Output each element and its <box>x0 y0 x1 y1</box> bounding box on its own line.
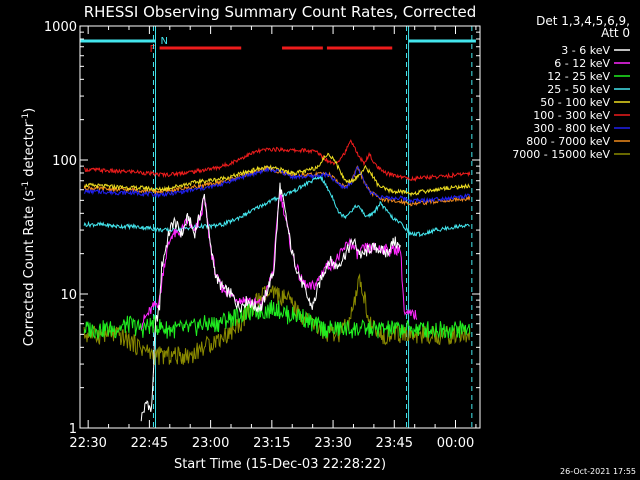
flare-flag-label: F <box>150 44 156 55</box>
y-tick-label: 1 <box>69 422 77 437</box>
series-line <box>84 166 471 204</box>
legend-header-line-1: Det 1,3,4,5,6,9, <box>536 14 630 28</box>
plot-frame <box>79 25 481 429</box>
y-tick-label: 1000 <box>44 20 77 35</box>
y-axis-label-sup1: -1 <box>21 181 31 190</box>
legend-label: 50 - 100 keV <box>540 96 610 109</box>
x-tick-label: 00:00 <box>437 436 474 451</box>
legend-label: 300 - 800 keV <box>533 122 610 135</box>
y-axis-label-end: ) <box>22 108 37 113</box>
y-axis-label-main: Corrected Count Rate (s <box>22 190 37 347</box>
series-lines <box>83 139 471 422</box>
legend-label: 12 - 25 keV <box>547 70 610 83</box>
y-axis-label-sup2: -1 <box>21 113 31 122</box>
series-line <box>83 139 471 183</box>
legend-label: 100 - 300 keV <box>533 109 610 122</box>
night-flag-label: N <box>161 36 168 47</box>
y-tick-label: 10 <box>60 288 77 303</box>
legend-label: 6 - 12 keV <box>554 57 610 70</box>
x-axis-label: Start Time (15-Dec-03 22:28:22) <box>174 457 386 472</box>
y-axis-label-mid: detector <box>22 121 37 181</box>
x-tick-label: 23:00 <box>192 436 229 451</box>
x-tick-label: 22:45 <box>131 436 168 451</box>
y-tick-label: 100 <box>52 154 77 169</box>
x-tick-label: 23:45 <box>376 436 413 451</box>
series-line <box>140 182 401 422</box>
axes: 22:30 22:45 23:00 23:15 23:30 23:45 00:00 1 10 10… <box>44 20 480 451</box>
plot-timestamp: 26-Oct-2021 17:55 <box>560 467 636 476</box>
series-line <box>83 175 470 238</box>
y-axis-label: Corrected Count Rate (s-1 detector-1) <box>21 108 37 346</box>
x-tick-label: 23:30 <box>314 436 351 451</box>
series-line <box>83 152 471 198</box>
series-line <box>83 299 471 341</box>
flag-bars: NF <box>80 36 476 55</box>
legend-header-line-2: Att 0 <box>601 26 630 40</box>
legend-label: 800 - 7000 keV <box>526 135 610 148</box>
x-tick-label: 23:15 <box>253 436 290 451</box>
legend-label: 3 - 6 keV <box>561 44 610 57</box>
chart-title: RHESSI Observing Summary Count Rates, Co… <box>84 3 477 21</box>
series-line <box>83 273 471 366</box>
legend-label: 7000 - 15000 keV <box>512 148 610 161</box>
x-tick-label: 22:30 <box>69 436 106 451</box>
legend-label: 25 - 50 keV <box>547 83 610 96</box>
